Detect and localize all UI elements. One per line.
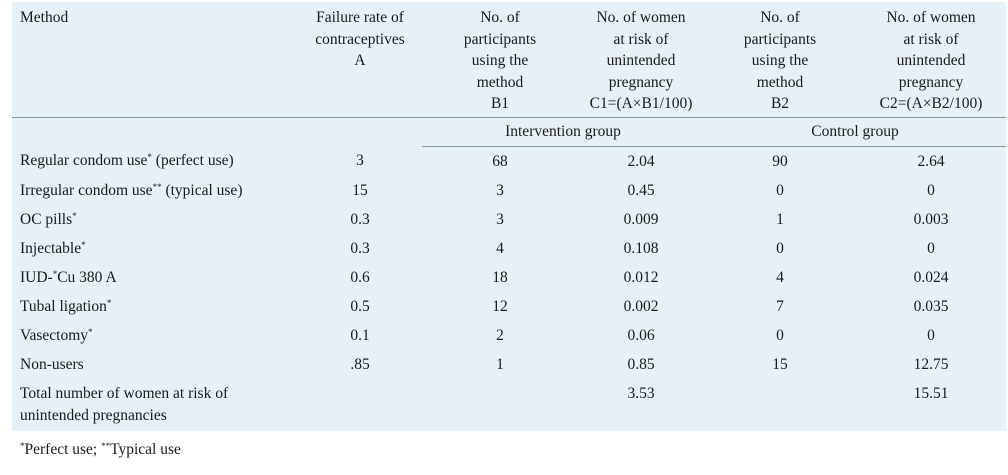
table-row: OC pills* 0.3 3 0.009 1 0.003	[12, 205, 1006, 234]
control-group-label: Control group	[704, 117, 1006, 147]
b1-cell: 12	[492, 297, 508, 315]
header-c1: No. of women at risk of unintended pregn…	[589, 9, 693, 112]
c1-cell: 0.06	[627, 326, 655, 344]
header-b2: No. of participants using the method B2	[743, 9, 817, 112]
failure-rate-cell: 0.5	[350, 297, 370, 315]
header-row: Method Failure rate of contraceptives A …	[12, 2, 1006, 117]
b2-cell: 4	[776, 268, 784, 286]
total-c2: 15.51	[913, 384, 949, 402]
table-row: Non-users .85 1 0.85 15 12.75	[12, 350, 1006, 379]
b2-cell: 90	[772, 152, 788, 170]
b2-cell: 15	[772, 355, 788, 373]
table-row: Regular condom use* (perfect use) 3 68 2.04…	[12, 146, 1006, 176]
total-c1: 3.53	[627, 384, 655, 402]
c1-cell: 0.108	[623, 239, 659, 257]
c1-cell: 0.45	[627, 181, 655, 199]
b2-cell: 0	[776, 181, 784, 199]
table-row: IUD-*Cu 380 A 0.6 18 0.012 4 0.024	[12, 263, 1006, 292]
failure-rate-cell: 0.1	[350, 326, 370, 344]
header-failure-rate: Failure rate of contraceptives A	[315, 9, 405, 69]
c1-cell: 2.04	[627, 152, 655, 170]
b2-cell: 0	[776, 239, 784, 257]
footnote: *Perfect use; **Typical use	[12, 437, 1006, 467]
c2-cell: 0.003	[913, 210, 949, 228]
method-label: Injectable*	[20, 239, 86, 257]
failure-rate-cell: 0.3	[350, 210, 370, 228]
table-row: Injectable* 0.3 4 0.108 0 0	[12, 234, 1006, 263]
failure-rate-cell: 0.3	[350, 239, 370, 257]
failure-rate-cell: .85	[350, 355, 370, 373]
method-label: OC pills*	[20, 210, 77, 228]
b1-cell: 68	[492, 152, 508, 170]
b2-cell: 1	[776, 210, 784, 228]
c2-cell: 12.75	[913, 355, 949, 373]
failure-rate-cell: 15	[352, 181, 368, 199]
c2-cell: 0	[927, 239, 935, 257]
b1-cell: 3	[496, 181, 504, 199]
b2-cell: 0	[776, 326, 784, 344]
c2-cell: 0.024	[913, 268, 949, 286]
method-label: Tubal ligation*	[20, 297, 112, 315]
table-row: Vasectomy* 0.1 2 0.06 0 0	[12, 321, 1006, 350]
total-row: Total number of women at risk of uninten…	[12, 379, 1006, 431]
method-label: Regular condom use* (perfect use)	[20, 152, 234, 169]
c1-cell: 0.002	[623, 297, 659, 315]
failure-rate-cell: 3	[356, 152, 364, 169]
method-label: IUD-*Cu 380 A	[20, 268, 117, 286]
c2-cell: 2.64	[917, 152, 945, 170]
total-label: Total number of women at risk of uninten…	[20, 384, 229, 424]
b1-cell: 18	[492, 268, 508, 286]
b2-cell: 7	[776, 297, 784, 315]
table-row: Irregular condom use** (typical use) 15 3 0…	[12, 176, 1006, 205]
group-row: Intervention group Control group	[12, 117, 1006, 147]
header-c2: No. of women at risk of unintended pregn…	[879, 9, 983, 112]
c2-cell: 0.035	[913, 297, 949, 315]
header-b1: No. of participants using the method B1	[463, 9, 537, 112]
c1-cell: 0.009	[623, 210, 659, 228]
b1-cell: 4	[496, 239, 504, 257]
header-method: Method	[20, 9, 69, 26]
b1-cell: 1	[496, 355, 504, 373]
c1-cell: 0.012	[623, 268, 659, 286]
method-label: Irregular condom use** (typical use)	[20, 181, 243, 199]
method-label: Non-users	[20, 355, 84, 373]
c1-cell: 0.85	[627, 355, 655, 373]
b1-cell: 3	[496, 210, 504, 228]
method-label: Vasectomy*	[20, 326, 93, 344]
c2-cell: 0	[927, 181, 935, 199]
table-body: Regular condom use* (perfect use) 3 68 2.04…	[12, 146, 1006, 379]
contraceptive-risk-table: Method Failure rate of contraceptives A …	[12, 2, 1006, 431]
table-row: Tubal ligation* 0.5 12 0.002 7 0.035	[12, 292, 1006, 321]
b1-cell: 2	[496, 326, 504, 344]
failure-rate-cell: 0.6	[350, 268, 370, 286]
intervention-group-label: Intervention group	[422, 117, 704, 147]
c2-cell: 0	[927, 326, 935, 344]
